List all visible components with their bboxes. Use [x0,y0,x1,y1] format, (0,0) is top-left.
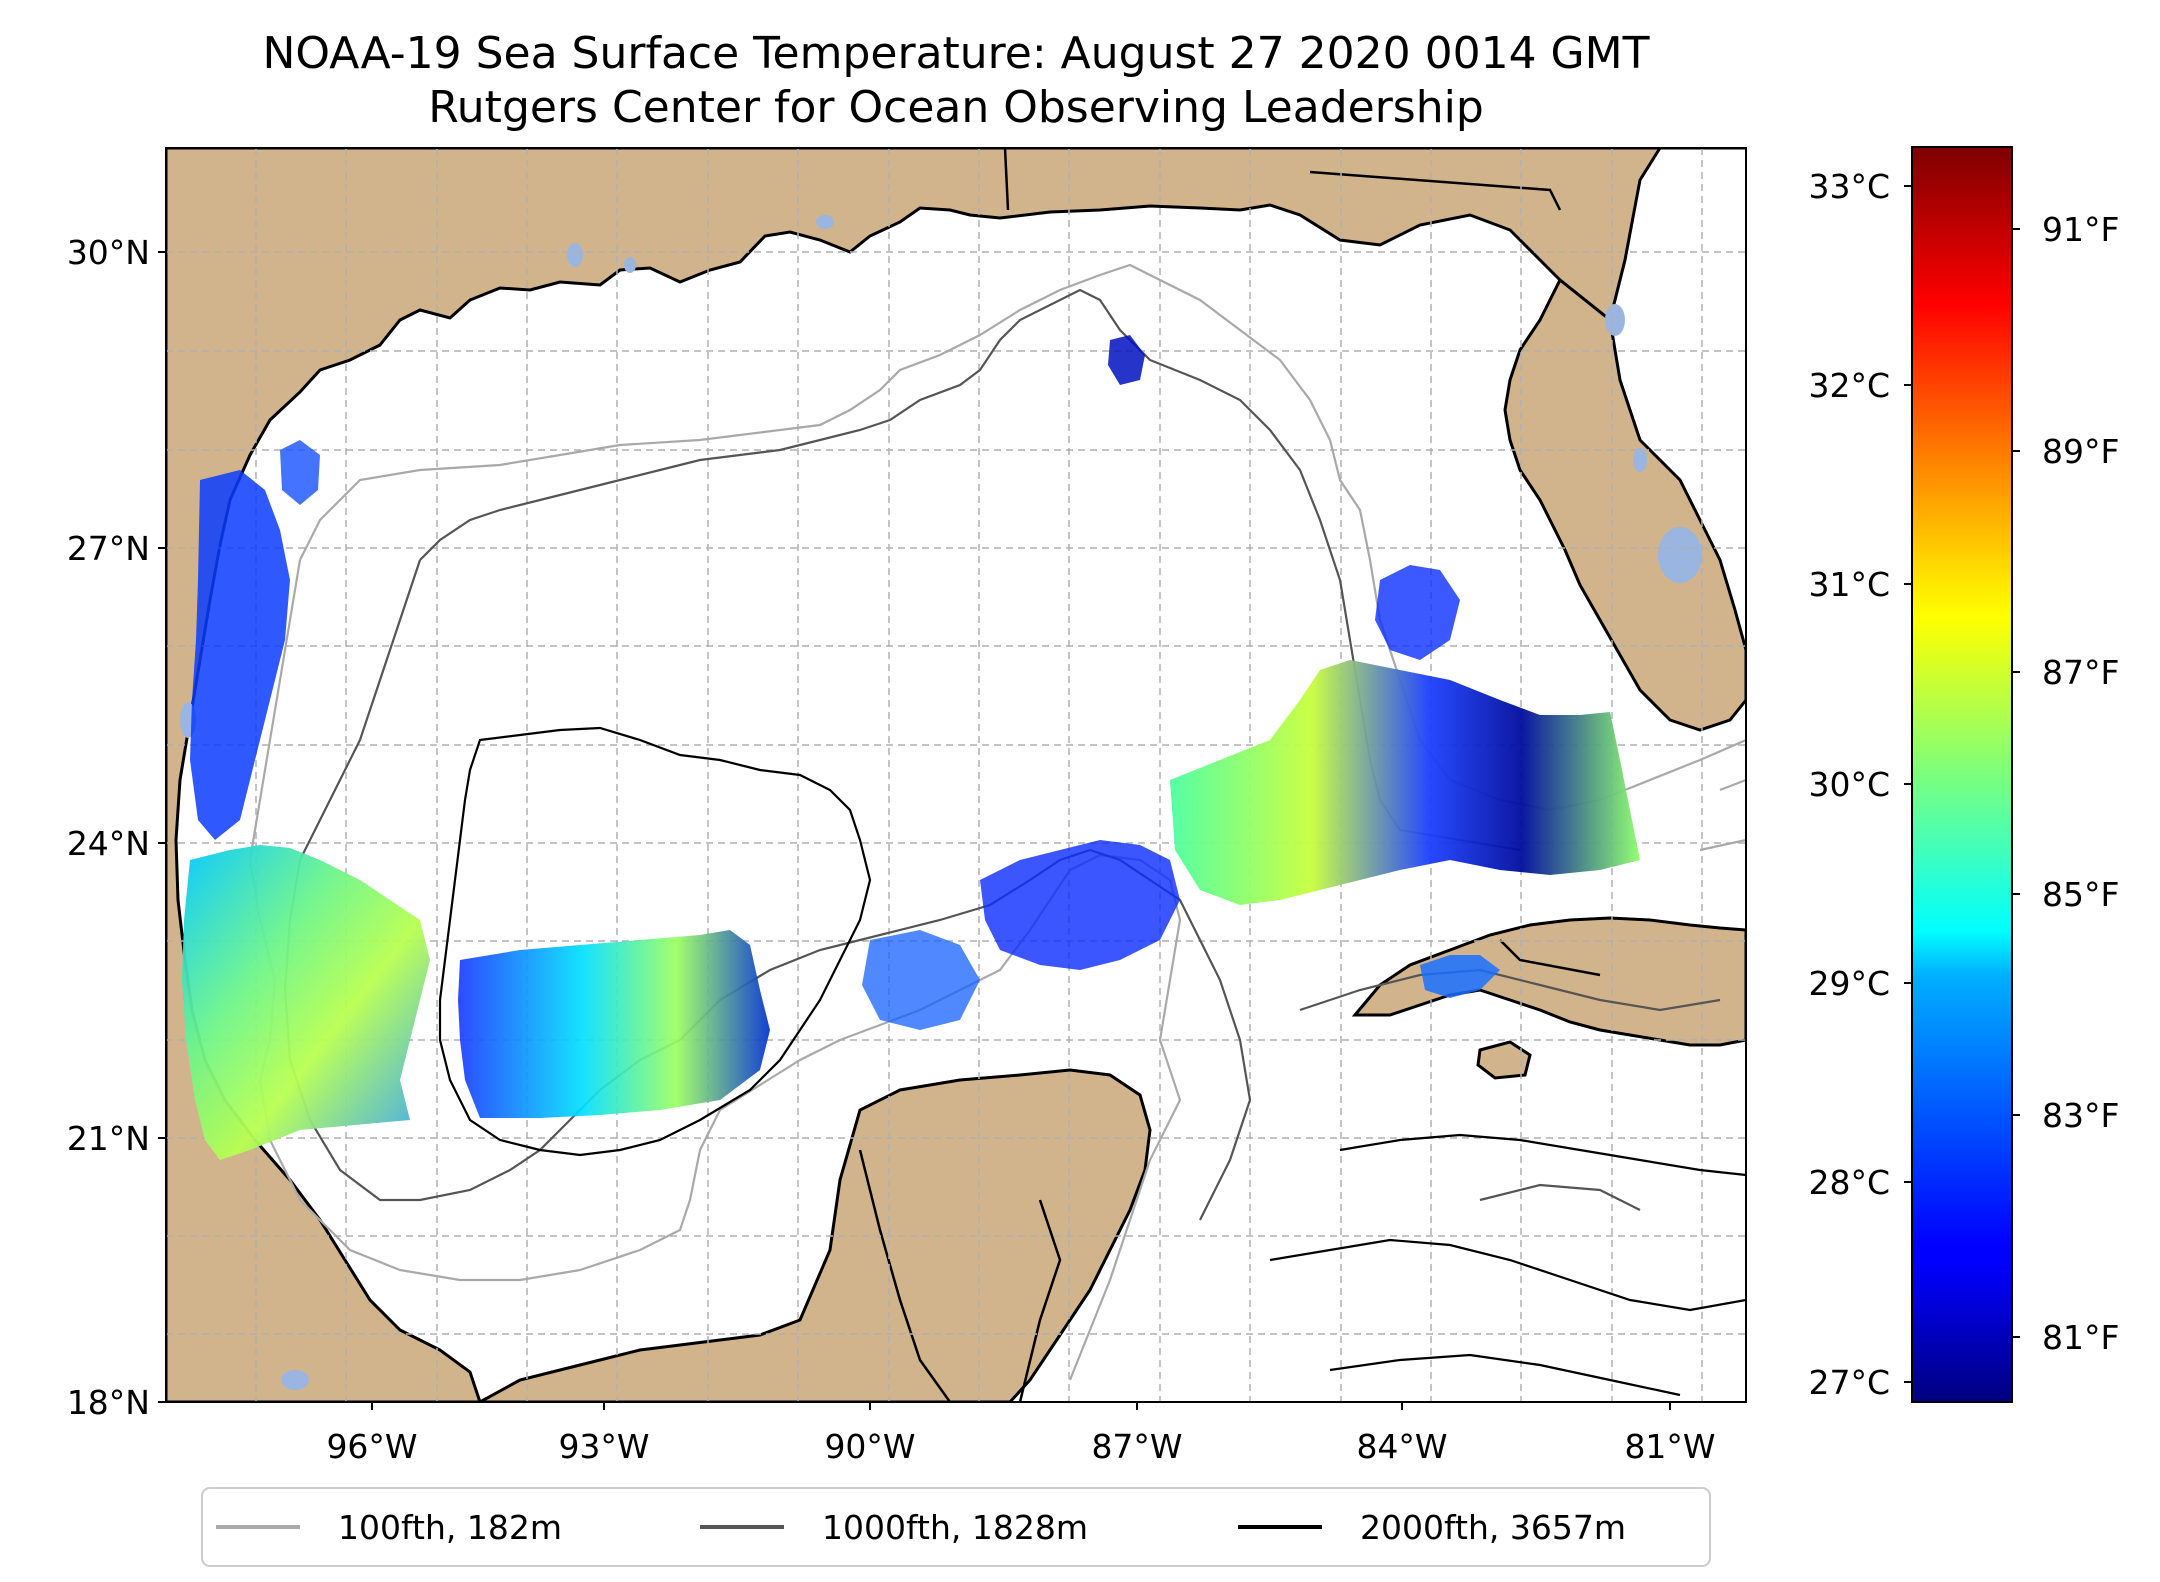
lon-tick-label: 90°W [824,1427,915,1466]
celsius-tick-label: 27°C [1808,1363,1890,1402]
lon-tick-label: 96°W [326,1427,417,1466]
chart-title-line1: NOAA-19 Sea Surface Temperature: August … [263,28,1650,79]
land-yucatan [479,1068,1152,1402]
map-panel [166,148,1746,1402]
celsius-tick-label: 30°C [1808,765,1890,804]
fahrenheit-tick-label: 85°F [2042,875,2119,914]
sst-patch-southwest [458,930,770,1118]
celsius-tick-label: 32°C [1808,366,1890,405]
colorbar-celsius-axis: 33°C 32°C 31°C 30°C 29°C 28°C 27°C [1808,167,1912,1402]
lon-tick-label: 84°W [1356,1427,1447,1466]
land-isla-juventud [1476,1040,1532,1080]
fahrenheit-tick-label: 89°F [2042,432,2119,471]
sst-patch-central [980,840,1180,970]
sst-patch-east [1170,660,1640,905]
fahrenheit-tick-label: 87°F [2042,653,2119,692]
legend-box [201,1487,1711,1567]
celsius-tick-label: 28°C [1808,1163,1890,1202]
lon-tick-label: 87°W [1091,1427,1182,1466]
lon-axis: 96°W 93°W 90°W 87°W 84°W 81°W [326,1402,1716,1466]
land-cuba [1351,916,1746,1047]
lon-tick-label: 81°W [1624,1427,1715,1466]
fahrenheit-tick-label: 91°F [2042,210,2119,249]
legend-item: 1000fth, 1828m [700,1508,1088,1547]
sst-patch-west-coast [190,470,290,840]
contour-2000fth [438,726,1746,1397]
colorbar: 33°C 32°C 31°C 30°C 29°C 28°C 27°C 91°F … [1808,146,2119,1403]
lat-tick-label: 30°N [67,233,150,272]
sst-patch-central-2 [862,930,980,1030]
legend-label: 2000fth, 3657m [1360,1508,1626,1547]
lat-tick-label: 24°N [67,824,150,863]
fahrenheit-tick-label: 83°F [2042,1096,2119,1135]
sst-patch-northwest [280,440,320,505]
legend-item: 2000fth, 3657m [1238,1508,1626,1547]
sst-patch-florida-coast [1375,565,1460,660]
lat-tick-label: 27°N [67,529,150,568]
contour-legend: 100fth, 182m 1000fth, 1828m 2000fth, 365… [201,1487,1711,1567]
colorbar-gradient [1911,146,2013,1403]
legend-label: 100fth, 182m [338,1508,562,1547]
lat-axis: 30°N 27°N 24°N 21°N 18°N [67,233,166,1422]
celsius-tick-label: 29°C [1808,964,1890,1003]
land-florida [1503,277,1746,732]
lon-tick-label: 93°W [558,1427,649,1466]
lat-tick-label: 18°N [67,1383,150,1422]
legend-item: 100fth, 182m [216,1508,562,1547]
political-boundaries [858,148,1601,1402]
sst-patch-west [182,845,430,1160]
chart-title-line2: Rutgers Center for Ocean Observing Leade… [428,82,1484,133]
sst-swath [182,335,1640,1160]
celsius-tick-label: 33°C [1808,167,1890,206]
contour-100fth [248,263,1746,1381]
celsius-tick-label: 31°C [1808,565,1890,604]
map-frame [165,147,1747,1403]
lat-tick-label: 21°N [67,1119,150,1158]
sst-patch-north [1108,335,1145,385]
legend-label: 1000fth, 1828m [822,1508,1088,1547]
colorbar-fahrenheit-axis: 91°F 89°F 87°F 85°F 83°F 81°F [2012,210,2119,1357]
fahrenheit-tick-label: 81°F [2042,1318,2119,1357]
sst-patch-cuba [1420,955,1500,998]
